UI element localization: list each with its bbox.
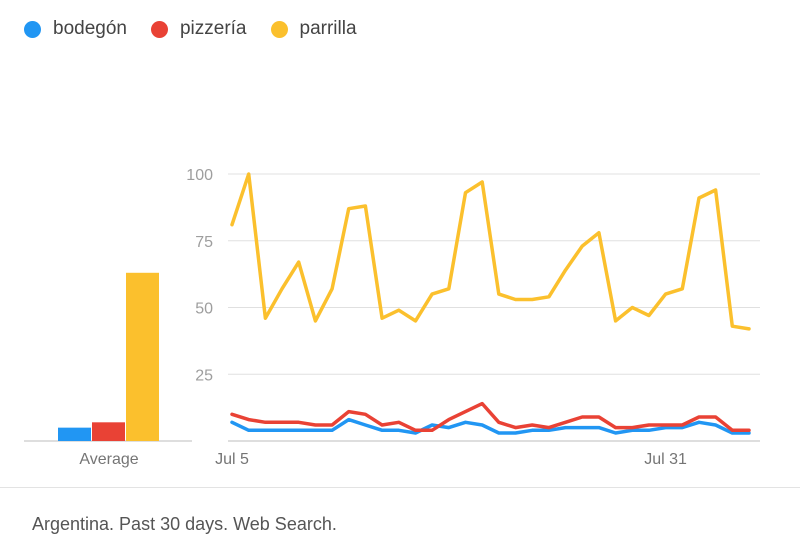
series-line: [230, 172, 751, 331]
footer-caption: Argentina. Past 30 days. Web Search.: [32, 514, 337, 534]
footer-divider: [0, 487, 800, 488]
legend-label: parrilla: [299, 18, 357, 39]
average-label: Average: [79, 451, 138, 468]
legend-dot-icon: [270, 20, 288, 38]
average-bar: [58, 427, 91, 441]
series-line: [230, 401, 751, 433]
average-bar: [126, 272, 159, 441]
average-bar: [92, 422, 125, 441]
y-tick-label: 100: [186, 167, 213, 184]
trend-chart: 25 50 75 100 Jul 5 Jul 31 Average: [24, 167, 760, 468]
legend-dot-icon: [24, 20, 41, 38]
y-tick-label: 75: [195, 234, 213, 251]
y-tick-label: 50: [195, 301, 213, 318]
legend-label: pizzería: [179, 18, 247, 39]
y-tick-label: 25: [195, 367, 213, 384]
legend-item-bodegon[interactable]: bodegón: [24, 18, 127, 40]
series-line: [230, 417, 751, 435]
legend-item-pizzeria[interactable]: pizzería: [150, 18, 247, 40]
legend-item-parrilla[interactable]: parrilla: [270, 18, 357, 40]
legend: bodegón pizzería parrilla: [24, 18, 357, 40]
x-tick-label: Jul 31: [644, 451, 687, 468]
x-tick-label: Jul 5: [215, 451, 249, 468]
legend-dot-icon: [150, 20, 168, 38]
legend-label: bodegón: [53, 18, 127, 39]
